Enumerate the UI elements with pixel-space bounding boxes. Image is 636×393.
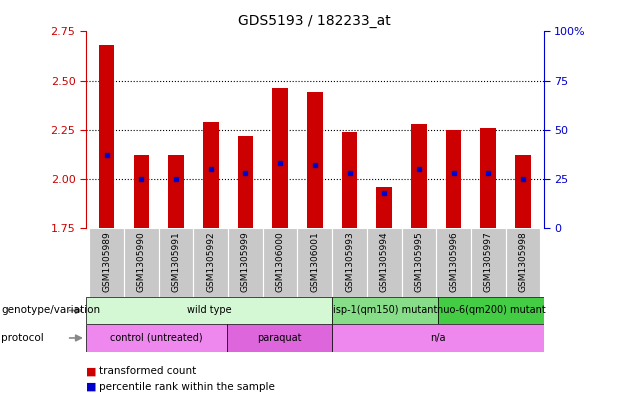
Bar: [411, 124, 427, 228]
Bar: [169, 155, 184, 228]
Text: GSM1305990: GSM1305990: [137, 231, 146, 292]
Bar: [298, 228, 332, 297]
Bar: [159, 228, 193, 297]
Bar: [377, 187, 392, 228]
Text: GSM1305991: GSM1305991: [172, 231, 181, 292]
Text: GSM1305999: GSM1305999: [241, 231, 250, 292]
Text: GSM1305993: GSM1305993: [345, 231, 354, 292]
Text: GSM1306001: GSM1306001: [310, 231, 319, 292]
Bar: [86, 324, 227, 352]
Bar: [332, 228, 367, 297]
Bar: [134, 155, 149, 228]
Bar: [238, 136, 253, 228]
Text: GSM1305997: GSM1305997: [484, 231, 493, 292]
Text: GSM1305989: GSM1305989: [102, 231, 111, 292]
Text: control (untreated): control (untreated): [110, 333, 203, 343]
Text: protocol: protocol: [1, 333, 44, 343]
Bar: [228, 228, 263, 297]
Text: GSM1305998: GSM1305998: [518, 231, 527, 292]
Text: transformed count: transformed count: [99, 366, 196, 376]
Text: GSM1306000: GSM1306000: [275, 231, 285, 292]
Bar: [438, 297, 544, 324]
Bar: [471, 228, 506, 297]
Text: paraquat: paraquat: [258, 333, 302, 343]
Bar: [333, 324, 544, 352]
Text: n/a: n/a: [431, 333, 446, 343]
Text: isp-1(qm150) mutant: isp-1(qm150) mutant: [333, 305, 438, 316]
Bar: [193, 228, 228, 297]
Bar: [86, 297, 333, 324]
Text: ■: ■: [86, 366, 97, 376]
Text: GSM1305995: GSM1305995: [415, 231, 424, 292]
Bar: [272, 88, 288, 228]
Text: percentile rank within the sample: percentile rank within the sample: [99, 382, 275, 392]
Bar: [515, 155, 531, 228]
Text: ■: ■: [86, 382, 97, 392]
Title: GDS5193 / 182233_at: GDS5193 / 182233_at: [238, 14, 391, 28]
Bar: [263, 228, 298, 297]
Bar: [367, 228, 401, 297]
Bar: [506, 228, 541, 297]
Text: wild type: wild type: [187, 305, 232, 316]
Bar: [124, 228, 159, 297]
Text: GSM1305996: GSM1305996: [449, 231, 458, 292]
Bar: [436, 228, 471, 297]
Bar: [480, 128, 496, 228]
Text: GSM1305994: GSM1305994: [380, 231, 389, 292]
Bar: [203, 122, 219, 228]
Bar: [89, 228, 124, 297]
Bar: [342, 132, 357, 228]
Bar: [307, 92, 322, 228]
Bar: [227, 324, 333, 352]
Text: nuo-6(qm200) mutant: nuo-6(qm200) mutant: [436, 305, 545, 316]
Bar: [333, 297, 438, 324]
Bar: [99, 45, 114, 228]
Text: GSM1305992: GSM1305992: [206, 231, 215, 292]
Bar: [446, 130, 461, 228]
Text: genotype/variation: genotype/variation: [1, 305, 100, 316]
Bar: [401, 228, 436, 297]
